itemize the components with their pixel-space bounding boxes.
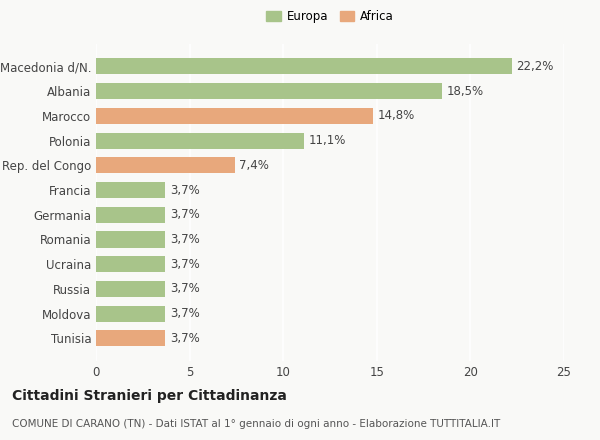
- Text: COMUNE DI CARANO (TN) - Dati ISTAT al 1° gennaio di ogni anno - Elaborazione TUT: COMUNE DI CARANO (TN) - Dati ISTAT al 1°…: [12, 419, 500, 429]
- Text: 18,5%: 18,5%: [447, 84, 484, 98]
- Bar: [96, 306, 165, 322]
- Text: 3,7%: 3,7%: [170, 258, 200, 271]
- Text: 3,7%: 3,7%: [170, 307, 200, 320]
- Text: 3,7%: 3,7%: [170, 183, 200, 197]
- Bar: [96, 59, 512, 74]
- Text: 3,7%: 3,7%: [170, 233, 200, 246]
- Bar: [96, 330, 165, 346]
- Text: Cittadini Stranieri per Cittadinanza: Cittadini Stranieri per Cittadinanza: [12, 389, 287, 403]
- Text: 14,8%: 14,8%: [378, 110, 415, 122]
- Legend: Europa, Africa: Europa, Africa: [264, 8, 396, 26]
- Text: 7,4%: 7,4%: [239, 159, 269, 172]
- Bar: [96, 132, 304, 149]
- Bar: [96, 157, 235, 173]
- Bar: [96, 83, 442, 99]
- Text: 3,7%: 3,7%: [170, 208, 200, 221]
- Text: 11,1%: 11,1%: [308, 134, 346, 147]
- Bar: [96, 281, 165, 297]
- Bar: [96, 256, 165, 272]
- Bar: [96, 182, 165, 198]
- Text: 3,7%: 3,7%: [170, 282, 200, 295]
- Text: 22,2%: 22,2%: [516, 60, 554, 73]
- Bar: [96, 108, 373, 124]
- Bar: [96, 231, 165, 248]
- Text: 3,7%: 3,7%: [170, 332, 200, 345]
- Bar: [96, 207, 165, 223]
